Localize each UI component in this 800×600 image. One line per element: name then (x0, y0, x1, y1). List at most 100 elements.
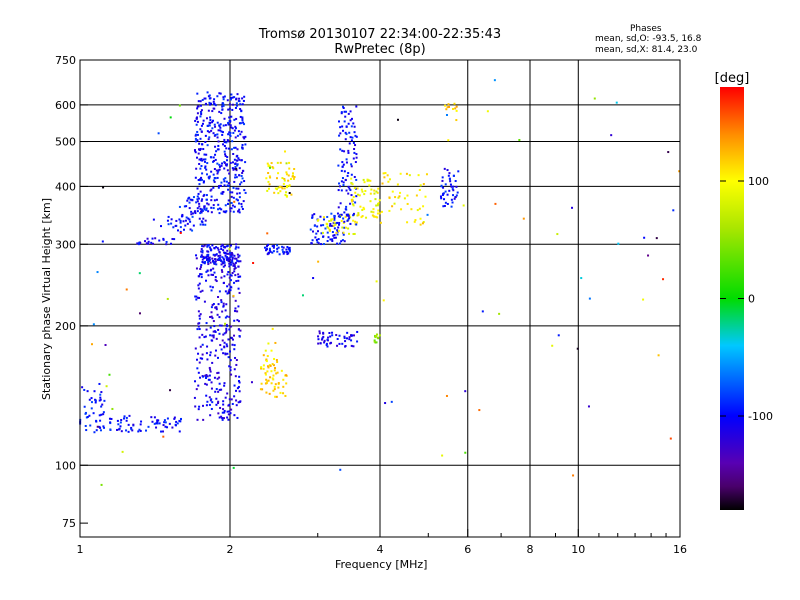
data-point (361, 209, 364, 212)
data-point (372, 208, 375, 211)
data-point (217, 303, 220, 306)
data-point (223, 150, 226, 153)
data-point (222, 400, 225, 403)
data-point (353, 232, 356, 235)
data-point (422, 183, 425, 186)
data-point (233, 254, 236, 257)
data-point (98, 414, 101, 417)
data-point (220, 248, 223, 251)
data-point (277, 382, 280, 385)
data-point (344, 344, 347, 347)
data-point (232, 264, 235, 267)
data-point (230, 148, 233, 151)
data-point (332, 224, 335, 227)
data-point (220, 192, 223, 195)
data-point (203, 262, 206, 265)
data-point (236, 93, 239, 96)
data-point (226, 345, 229, 348)
data-point (226, 169, 229, 172)
data-point (84, 424, 87, 427)
data-point (342, 129, 345, 132)
data-point (201, 159, 204, 162)
data-point (235, 246, 238, 249)
data-point (285, 382, 288, 385)
data-point (333, 236, 336, 239)
data-point (189, 228, 192, 231)
data-point (201, 353, 204, 356)
data-point (225, 245, 228, 248)
data-point (205, 209, 208, 212)
data-point (165, 243, 168, 246)
data-point (90, 407, 93, 410)
data-point (205, 153, 208, 156)
data-point (272, 250, 275, 253)
data-point (418, 189, 421, 192)
data-point (331, 218, 334, 221)
data-point (173, 416, 176, 419)
data-point (347, 122, 350, 125)
data-point (222, 403, 225, 406)
data-point (197, 287, 200, 290)
data-point (243, 123, 246, 126)
data-point (267, 165, 270, 168)
data-point (81, 386, 84, 389)
data-point (83, 405, 86, 408)
data-point (250, 381, 253, 384)
data-point (227, 270, 230, 273)
data-point (241, 207, 244, 210)
data-point (290, 193, 293, 196)
data-point (138, 312, 141, 315)
data-point (98, 382, 101, 385)
data-point (212, 334, 215, 337)
data-point (617, 242, 620, 245)
data-point (239, 260, 242, 263)
data-point (237, 275, 240, 278)
data-point (314, 236, 317, 239)
data-point (338, 185, 341, 188)
data-point (230, 251, 233, 254)
data-point (196, 130, 199, 133)
data-point (264, 349, 267, 352)
data-point (340, 219, 343, 222)
data-point (215, 169, 218, 172)
data-point (240, 202, 243, 205)
data-point (93, 431, 96, 434)
data-point (233, 414, 236, 417)
data-point (191, 198, 194, 201)
data-point (377, 202, 380, 205)
data-point (104, 343, 107, 346)
data-point (336, 221, 339, 224)
data-point (239, 103, 242, 106)
data-point (198, 296, 201, 299)
data-point (396, 118, 399, 121)
data-point (234, 247, 237, 250)
data-point (191, 215, 194, 218)
data-point (158, 239, 161, 242)
data-point (212, 207, 215, 210)
data-point (206, 358, 209, 361)
data-point (380, 210, 383, 213)
data-point (212, 132, 215, 135)
data-point (241, 103, 244, 106)
data-point (204, 165, 207, 168)
data-point (238, 196, 241, 199)
data-point (332, 234, 335, 237)
data-point (207, 138, 210, 141)
data-point (192, 224, 195, 227)
data-point (241, 169, 244, 172)
data-point (356, 193, 359, 196)
data-point (288, 248, 291, 251)
data-point (288, 250, 291, 253)
data-point (99, 393, 102, 396)
data-point (209, 414, 212, 417)
data-point (196, 139, 199, 142)
data-point (212, 179, 215, 182)
data-point (212, 107, 215, 110)
data-point (350, 198, 353, 201)
data-point (208, 246, 211, 249)
data-point (346, 219, 349, 222)
data-point (275, 177, 278, 180)
data-point (202, 119, 205, 122)
data-point (351, 136, 354, 139)
data-point (352, 212, 355, 215)
